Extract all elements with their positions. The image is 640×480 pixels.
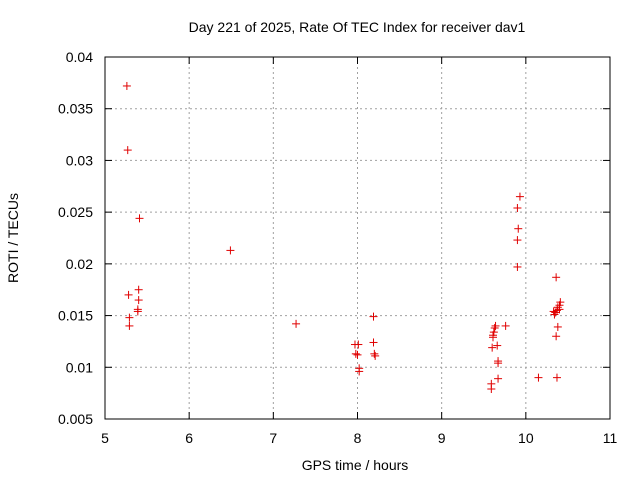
data-point <box>370 349 379 358</box>
data-point <box>353 350 362 359</box>
y-tick-label: 0.04 <box>66 49 93 65</box>
y-tick-label: 0.035 <box>58 101 93 117</box>
x-tick-label: 7 <box>269 430 277 446</box>
data-point <box>135 214 144 223</box>
y-tick-label: 0.005 <box>58 411 93 427</box>
data-point <box>369 338 378 347</box>
data-point <box>513 204 522 213</box>
data-point <box>123 146 132 155</box>
y-tick-label: 0.015 <box>58 308 93 324</box>
y-axis-label: ROTI / TECUs <box>5 193 21 283</box>
data-point <box>491 321 500 330</box>
data-point <box>493 341 502 350</box>
data-point <box>125 313 134 322</box>
x-tick-label: 11 <box>603 430 618 446</box>
data-point <box>292 319 301 328</box>
data-point <box>513 236 522 245</box>
data-point <box>501 321 510 330</box>
data-point <box>553 322 562 331</box>
data-point <box>514 224 523 233</box>
data-point <box>371 351 380 360</box>
data-point <box>494 359 503 368</box>
data-point <box>515 192 524 201</box>
grid <box>105 57 610 419</box>
y-tick-label: 0.02 <box>66 256 93 272</box>
chart-title: Day 221 of 2025, Rate Of TEC Index for r… <box>189 19 526 35</box>
y-tick-label: 0.03 <box>66 152 93 168</box>
data-point <box>134 285 143 294</box>
data-point <box>226 246 235 255</box>
y-tick-label: 0.01 <box>66 359 93 375</box>
data-point <box>125 321 134 330</box>
axis-ticks: 5 6 7 8 9 10 11 0.005 0.01 0.015 0.02 0.025 0.03 0.03… <box>58 49 618 446</box>
data-point <box>369 312 378 321</box>
data-point <box>354 340 363 349</box>
data-point <box>122 81 131 90</box>
data-point <box>534 373 543 382</box>
data-point <box>513 262 522 271</box>
y-tick-label: 0.025 <box>58 204 93 220</box>
data-point <box>551 308 560 317</box>
data-point <box>553 303 562 312</box>
data-points <box>122 81 565 394</box>
x-tick-label: 9 <box>438 430 446 446</box>
data-point <box>550 310 559 319</box>
data-point <box>552 373 561 382</box>
data-point <box>355 367 364 376</box>
data-point <box>494 374 503 383</box>
data-point <box>556 298 565 307</box>
x-tick-label: 8 <box>354 430 362 446</box>
data-point <box>552 273 561 282</box>
data-point <box>124 290 133 299</box>
data-point <box>552 332 561 341</box>
data-point <box>351 349 360 358</box>
data-point <box>488 343 497 352</box>
data-point <box>133 307 142 316</box>
data-point <box>489 328 498 337</box>
x-tick-label: 5 <box>101 430 109 446</box>
data-point <box>490 323 499 332</box>
x-tick-label: 10 <box>518 430 534 446</box>
x-axis-label: GPS time / hours <box>302 457 409 473</box>
data-point <box>134 296 143 305</box>
x-tick-label: 6 <box>185 430 193 446</box>
data-point <box>487 385 496 394</box>
